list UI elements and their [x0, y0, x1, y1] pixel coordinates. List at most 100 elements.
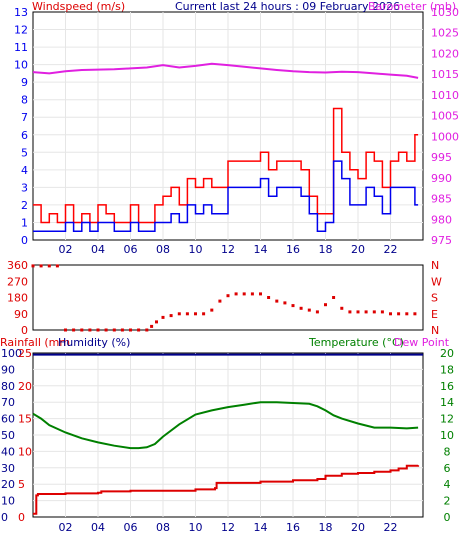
humidity-tick-label: 90 — [1, 363, 15, 376]
direction-point — [307, 308, 311, 312]
direction-point — [332, 296, 336, 299]
barometer-tick-label: 1005 — [431, 110, 459, 123]
barometer-title: Barometer (mb) — [368, 0, 456, 13]
temperature-tick-label: 2 — [444, 495, 451, 508]
windspeed-tick-label: 12 — [14, 24, 28, 37]
time-tick-label: 14 — [254, 521, 268, 534]
humidity-tick-label: 70 — [1, 396, 15, 409]
direction-point — [250, 292, 254, 296]
time-tick-label: 06 — [124, 243, 138, 256]
humidity-tick-label: 0 — [1, 511, 8, 524]
barometer-tick-label: 975 — [431, 234, 452, 247]
barometer-tick-label: 1030 — [431, 6, 459, 19]
direction-point — [348, 310, 352, 314]
direction-degree-label: 270 — [7, 275, 28, 288]
dewpoint-title: Dew Point — [394, 336, 450, 349]
compass-point-label: N — [431, 324, 439, 337]
rain-tick-label: 20 — [18, 380, 32, 393]
rain-tick-label: 5 — [18, 478, 25, 491]
time-tick-label: 08 — [156, 521, 170, 534]
time-tick-label: 10 — [189, 521, 203, 534]
direction-point — [315, 310, 319, 314]
windspeed-tick-label: 4 — [21, 164, 28, 177]
windspeed-tick-label: 5 — [21, 146, 28, 159]
barometer-tick-label: 990 — [431, 172, 452, 185]
time-tick-label: 02 — [59, 521, 73, 534]
temperature-tick-label: 8 — [444, 445, 451, 458]
temperature-tick-label: 18 — [440, 363, 454, 376]
time-tick-label: 18 — [319, 243, 333, 256]
compass-point-label: W — [431, 275, 442, 288]
wind-gust-line — [33, 107, 419, 224]
humidity-tick-label: 10 — [1, 495, 15, 508]
direction-point — [120, 328, 124, 332]
barometer-axis: 975 980 985 990 995 1000 1005 1010 1015 1020 1025 1… — [431, 6, 459, 247]
temperature-time-axis: 02 04 06 08 10 12 14 16 18 20 22 — [59, 521, 398, 534]
time-tick-label: 20 — [351, 521, 365, 534]
humidity-tick-label: 20 — [1, 478, 15, 491]
direction-point — [299, 306, 303, 310]
direction-point — [112, 328, 116, 332]
humidity-tick-label: 100 — [1, 347, 22, 360]
direction-point — [340, 306, 344, 310]
humidity-tick-label: 60 — [1, 413, 15, 426]
barometer-line — [32, 62, 419, 79]
direction-point — [218, 299, 222, 303]
barometer-tick-label: 995 — [431, 151, 452, 164]
direction-point — [137, 328, 141, 332]
direction-point — [39, 264, 43, 268]
temperature-tick-label: 10 — [440, 429, 454, 442]
direction-point — [324, 303, 327, 307]
time-tick-label: 18 — [319, 521, 333, 534]
direction-degree-label: 0 — [21, 324, 28, 337]
direction-point — [96, 328, 100, 332]
direction-point — [145, 328, 149, 332]
barometer-tick-label: 1020 — [431, 47, 459, 60]
time-tick-label: 16 — [286, 521, 300, 534]
windspeed-tick-label: 8 — [21, 94, 28, 107]
humidity-tick-label: 50 — [1, 429, 15, 442]
direction-point — [380, 310, 384, 314]
wind-time-axis: 02 04 06 08 10 12 14 16 18 20 22 — [59, 243, 398, 256]
windspeed-tick-label: 13 — [14, 6, 28, 19]
temperature-tick-label: 16 — [440, 380, 454, 393]
wind-series — [32, 62, 419, 232]
windspeed-tick-label: 2 — [21, 199, 28, 212]
windspeed-tick-label: 10 — [14, 59, 28, 72]
direction-point — [210, 308, 214, 312]
direction-point — [202, 312, 206, 316]
windspeed-title: Windspeed (m/s) — [32, 0, 125, 13]
direction-point — [405, 312, 409, 316]
time-tick-label: 22 — [384, 521, 398, 534]
temperature-tick-label: 4 — [444, 478, 451, 491]
direction-point — [267, 296, 271, 299]
direction-point — [283, 301, 287, 305]
humidity-tick-label: 30 — [1, 462, 15, 475]
direction-point — [242, 292, 246, 296]
direction-point — [169, 314, 173, 318]
temperature-line — [32, 401, 419, 450]
direction-point — [194, 312, 197, 316]
direction-point — [259, 292, 262, 296]
direction-point — [155, 320, 158, 324]
time-tick-label: 10 — [189, 243, 203, 256]
barometer-tick-label: 980 — [431, 213, 452, 226]
direction-degree-axis: 0 90 180 270 360 — [7, 259, 28, 337]
direction-degree-label: 90 — [14, 308, 28, 321]
windspeed-tick-label: 1 — [21, 216, 28, 229]
compass-point-label: E — [431, 308, 438, 321]
direction-point — [372, 310, 376, 314]
direction-point — [150, 324, 154, 328]
wind-speed-line — [33, 160, 419, 232]
time-tick-label: 14 — [254, 243, 268, 256]
direction-degree-label: 360 — [7, 259, 28, 272]
windspeed-tick-label: 0 — [21, 234, 28, 247]
time-tick-label: 02 — [59, 243, 73, 256]
